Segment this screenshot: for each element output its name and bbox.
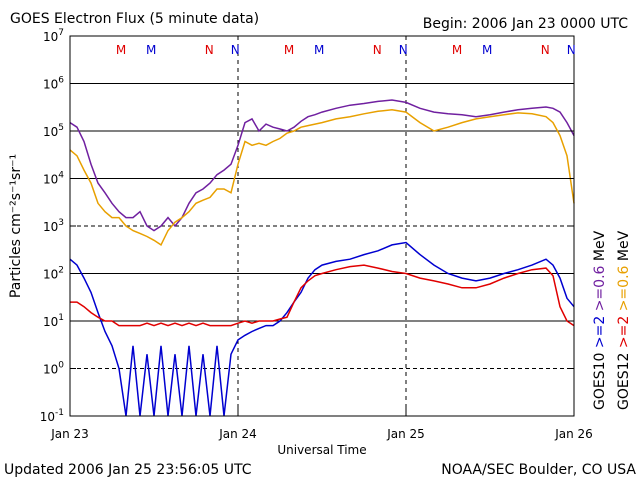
series-line-3 [70,264,575,327]
y-tick-labels: 10-1 100 101 102 103 104 105 106 107 [40,28,574,424]
series-line-2 [69,241,575,417]
orbit-marker: M [284,43,294,57]
y-tick-label: 101 [43,313,64,329]
y-tick-label: 105 [43,123,64,139]
y-tick-label: 102 [43,266,64,282]
orbit-marker: M [452,43,462,57]
y-tick-label: 104 [43,171,64,187]
legend-group-0: GOES10 >=2 >=0.6 MeV [592,230,608,410]
x-tick-label: Jan 26 [554,427,593,441]
orbit-marker: N [541,43,550,57]
orbit-marker: N [567,43,576,57]
orbit-marker: M [116,43,126,57]
updated-label: Updated 2006 Jan 25 23:56:05 UTC [4,462,252,478]
series-line-0 [69,99,575,232]
y-tick-label: 100 [43,361,64,377]
orbit-marker: N [399,43,408,57]
orbit-marker: N [205,43,214,57]
orbit-marker: M [146,43,156,57]
x-tick-label: Jan 23 [50,427,89,441]
x-tick-label: Jan 24 [218,427,257,441]
chart-title: GOES Electron Flux (5 minute data) [10,11,259,27]
orbit-marker: M [314,43,324,57]
legend-group-1: GOES12 >=2 >=0.6 MeV [616,230,632,410]
begin-label: Begin: 2006 Jan 23 0000 UTC [423,16,628,32]
y-tick-label: 103 [43,218,64,234]
credit-label: NOAA/SEC Boulder, CO USA [441,462,636,478]
y-tick-label: 106 [43,76,64,92]
orbit-marker: N [373,43,382,57]
orbit-marker: M [482,43,492,57]
x-tick-label: Jan 25 [386,427,425,441]
legend: GOES10 >=2 >=0.6 MeV GOES12 >=2 >=0.6 MeV [592,230,632,410]
series-line-1 [69,109,575,246]
series-group [69,99,575,417]
x-axis-label: Universal Time [277,443,366,457]
x-tick-labels: Jan 23 Jan 24 Jan 25 Jan 26 [50,408,593,441]
y-axis-label: Particles cm⁻²s⁻¹sr⁻¹ [8,154,24,298]
y-tick-label: 10-1 [40,408,64,424]
orbit-marker: N [231,43,240,57]
y-tick-label: 107 [43,28,64,44]
